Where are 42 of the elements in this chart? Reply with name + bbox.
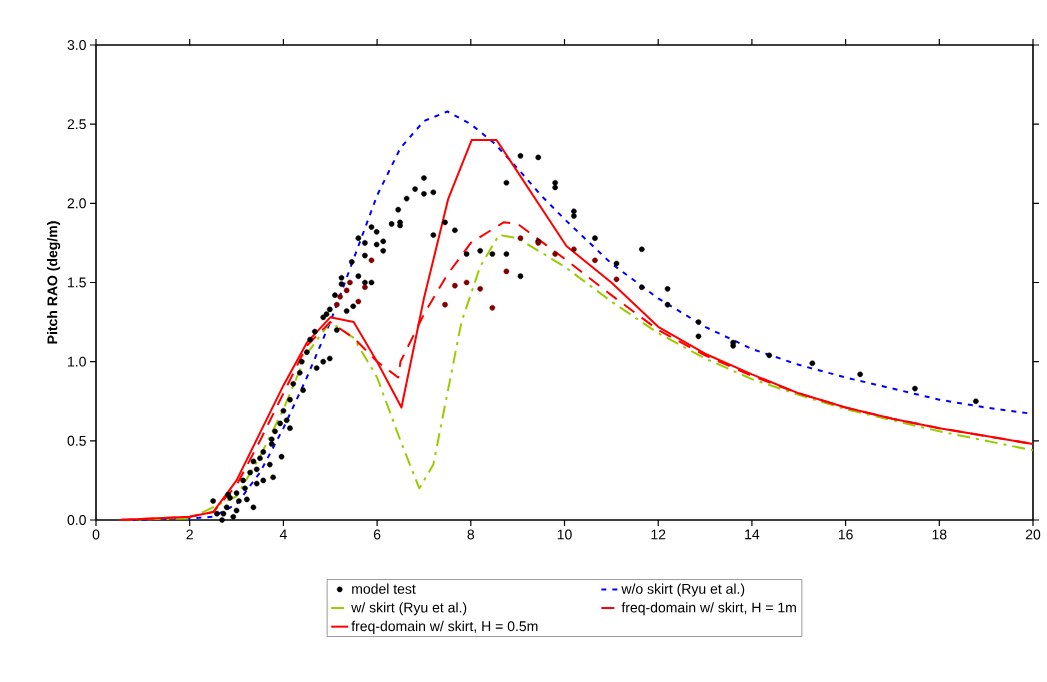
point (368, 257, 375, 264)
legend-label: freq-domain w/ skirt, H = 1m (621, 602, 796, 616)
x-tick-label: 2 (186, 529, 193, 540)
y-tick-label: 2.0 (67, 198, 86, 209)
point (517, 235, 524, 241)
point (355, 298, 362, 305)
x-tick-label: 18 (932, 529, 947, 540)
point (337, 293, 343, 300)
legend-label: model test (352, 583, 416, 594)
point (477, 286, 483, 292)
x-tick-label: 16 (838, 529, 853, 540)
y-tick-label: 1.0 (68, 356, 86, 367)
y-tick-label: 0.0 (67, 515, 86, 525)
x-tick-label: 8 (467, 529, 475, 540)
point (452, 282, 458, 289)
x-tick-label: 20 (1025, 529, 1041, 540)
point (343, 287, 350, 294)
point (592, 257, 598, 264)
point (503, 268, 510, 275)
y-axis-title: Pitch RAO (deg/m) (47, 221, 61, 344)
x-tick-label: 14 (745, 529, 760, 540)
point (571, 246, 577, 253)
x-tick-label: 4 (279, 529, 287, 540)
y-tick-label: 3.0 (67, 40, 86, 50)
point (362, 284, 368, 291)
y-tick-label: 0.5 (67, 435, 86, 446)
point (347, 279, 353, 286)
x-tick-label: 10 (557, 529, 572, 540)
point (442, 301, 448, 308)
y-tick-label: 1.5 (68, 277, 86, 288)
legend-label: w/o skirt (Ryu et al.) (621, 583, 745, 597)
x-tick-label: 12 (651, 529, 666, 540)
legend-label: freq-domain w/ skirt, H = 0.5m (351, 620, 538, 634)
point (463, 279, 470, 286)
legend-label: w/ skirt (Ryu et al.) (351, 602, 467, 616)
x-tick-label: 0 (92, 529, 100, 540)
x-tick-label: 6 (373, 529, 381, 540)
y-tick-label: 2.5 (67, 119, 86, 130)
point (552, 251, 558, 257)
point (489, 305, 496, 311)
point (613, 276, 620, 283)
point (334, 301, 340, 308)
